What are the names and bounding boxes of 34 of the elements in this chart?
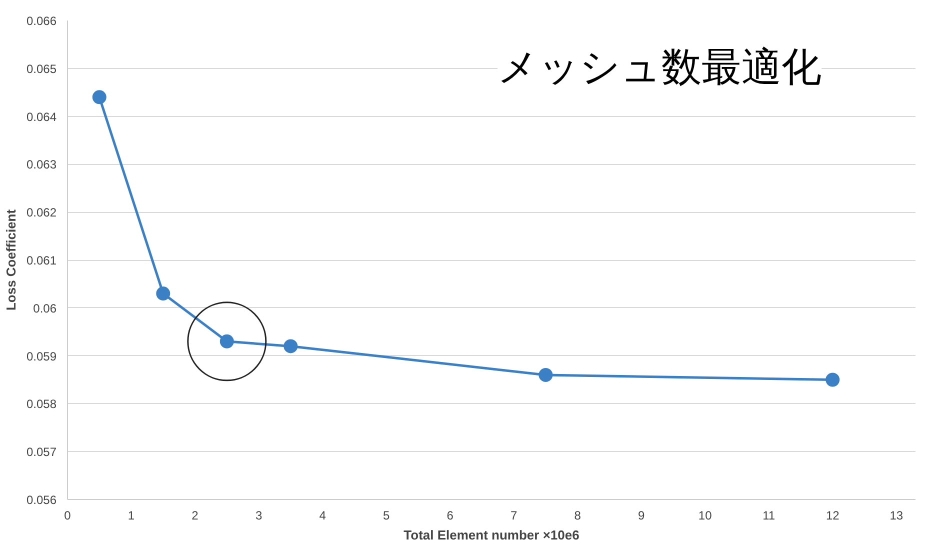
- x-tick-label: 1: [128, 508, 135, 522]
- y-tick-label: 0.064: [26, 110, 57, 124]
- x-tick-label: 10: [698, 508, 712, 522]
- point: [538, 368, 553, 382]
- point: [826, 372, 840, 387]
- y-axis-title: Loss Coefficient: [3, 208, 18, 311]
- y-tick-label: 0.066: [26, 14, 57, 28]
- x-axis-title: Total Element number ×10e6: [404, 528, 580, 542]
- y-tick-label: 0.056: [26, 493, 57, 507]
- y-tick-label: 0.058: [26, 397, 57, 412]
- y-tick-label: 0.061: [26, 254, 57, 268]
- point: [156, 286, 170, 301]
- x-tick-label: 7: [510, 508, 518, 522]
- y-tick-label: 0.062: [26, 206, 57, 220]
- x-tick-label: 9: [638, 508, 645, 522]
- x-tick-label: 12: [826, 508, 840, 522]
- point: [220, 334, 234, 348]
- x-tick-label: 13: [890, 508, 904, 522]
- point: [284, 339, 298, 354]
- point: [92, 90, 106, 104]
- x-tick-label: 4: [319, 508, 326, 522]
- x-tick-label: 8: [574, 508, 582, 522]
- y-tick-label: 0.063: [26, 158, 57, 172]
- annotation: メッシュ数最適化: [498, 46, 822, 90]
- y-tick-label: 0.059: [26, 349, 57, 364]
- x-tick-label: 5: [382, 508, 390, 522]
- x-tick-label: 11: [762, 508, 776, 522]
- x-tick-label: 3: [255, 508, 262, 522]
- x-tick-label: 2: [192, 508, 199, 522]
- y-tick-label: 0.06: [33, 301, 57, 316]
- y-tick-label: 0.057: [26, 445, 57, 460]
- x-tick-label: 0: [64, 508, 72, 522]
- y-tick-label: 0.065: [26, 62, 57, 76]
- x-tick-label: 6: [446, 508, 454, 522]
